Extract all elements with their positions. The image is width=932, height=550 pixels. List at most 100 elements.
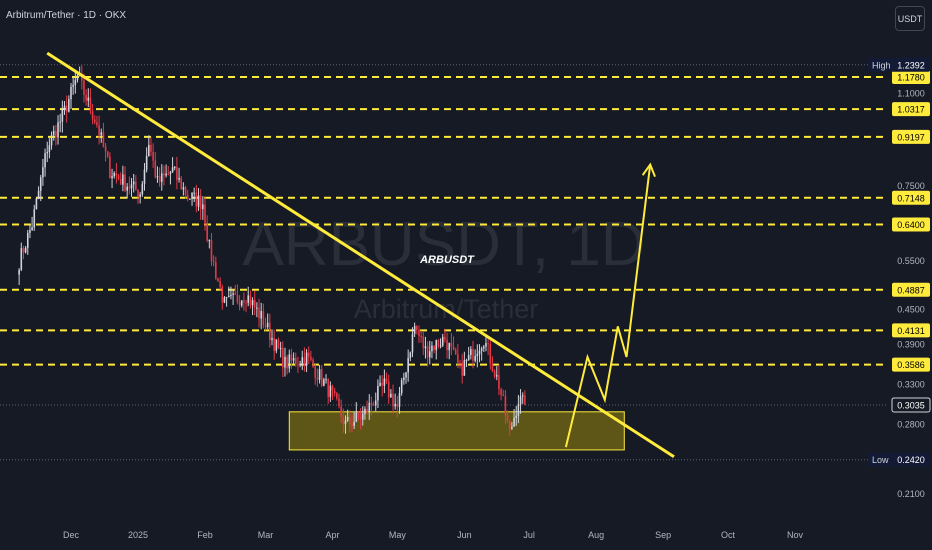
candle-body [431,345,433,352]
candle-body [407,357,409,373]
candle-body [275,339,278,351]
candle-body [204,204,206,224]
candle-body [262,310,265,326]
candle-body [178,177,180,180]
candle-body [411,333,414,353]
candle-body [403,377,405,380]
candle-body [186,194,189,199]
candle-body [68,99,70,112]
candle-body [498,375,500,390]
x-tick-label: Aug [588,530,604,540]
candle-body [400,379,403,394]
candle-body [349,416,351,425]
candle-body [63,105,66,110]
candle-body [158,176,161,182]
candle-body [191,193,193,199]
candle-body [160,173,163,182]
candle-body [405,372,407,378]
candle-body [126,186,128,191]
candle-body [137,189,139,198]
low-tag-label: Low [872,455,889,465]
candle-body [219,281,221,287]
level-price-tag [892,129,930,144]
candle-body [344,420,347,425]
candle-body [508,420,511,429]
candle-body [385,378,388,382]
candle-body [251,300,254,306]
candle-body [87,97,90,101]
candle-body [210,240,213,262]
candle-body [217,278,219,282]
candle-body [48,145,51,152]
candle-body [70,86,72,100]
candle-body [346,416,349,421]
candle-body [333,390,336,394]
candle-body [461,362,463,376]
candle-body [115,173,118,176]
candle-body [232,293,234,295]
candle-body [273,338,275,351]
y-tick-label: 0.2100 [897,489,925,499]
high-tag [868,57,930,72]
level-price-label: 0.7148 [897,193,925,203]
y-tick-label: 0.7500 [897,181,925,191]
candle-body [446,339,448,351]
candle-body [351,424,353,426]
candle-body [521,395,524,397]
candle-body [113,173,116,177]
candle-body [297,364,299,366]
candle-body [184,187,187,195]
candle-body [20,248,23,270]
x-tick-label: Feb [197,530,213,540]
candle-body [266,322,269,328]
candle-body [240,300,243,306]
candle-body [176,166,178,180]
candle-body [463,360,466,376]
candle-body [74,79,77,85]
candle-body [394,403,396,407]
candle-body [130,184,133,189]
candle-body [353,421,355,426]
candle-body [422,336,425,349]
candle-body [33,209,36,228]
candle-body [59,121,61,123]
candle-body [152,151,154,161]
candle-body [459,362,461,364]
candle-body [98,125,100,136]
candle-body [450,342,453,347]
candle-body [230,294,232,296]
candle-body [472,349,474,361]
candle-body [143,169,146,184]
level-price-label: 0.4887 [897,285,925,295]
currency-button[interactable]: USDT [895,6,925,31]
candle-body [314,366,317,378]
candle-body [236,294,239,303]
candle-body [307,352,310,357]
candle-body [247,295,250,303]
descending-trendline[interactable] [46,51,675,458]
candle-body [426,346,429,358]
candle-body [420,335,422,337]
projection-path[interactable] [564,164,652,448]
candle-body [111,176,113,179]
candle-body [493,371,496,377]
candle-body [193,192,195,194]
candle-body [383,378,386,386]
candle-body [327,379,329,397]
candle-body [83,80,85,95]
candle-body [154,160,157,178]
candle-body [253,300,256,308]
candle-body [85,94,87,101]
candle-body [444,336,446,340]
candle-body [515,415,518,418]
candle-body [305,352,308,366]
x-tick-label: Apr [326,530,340,540]
candle-body [290,354,293,361]
candle-body [52,130,55,136]
candle-body [476,354,479,357]
candle-body [342,416,345,425]
candle-body [487,343,489,345]
candle-body [189,198,191,200]
candle-body [215,262,217,279]
